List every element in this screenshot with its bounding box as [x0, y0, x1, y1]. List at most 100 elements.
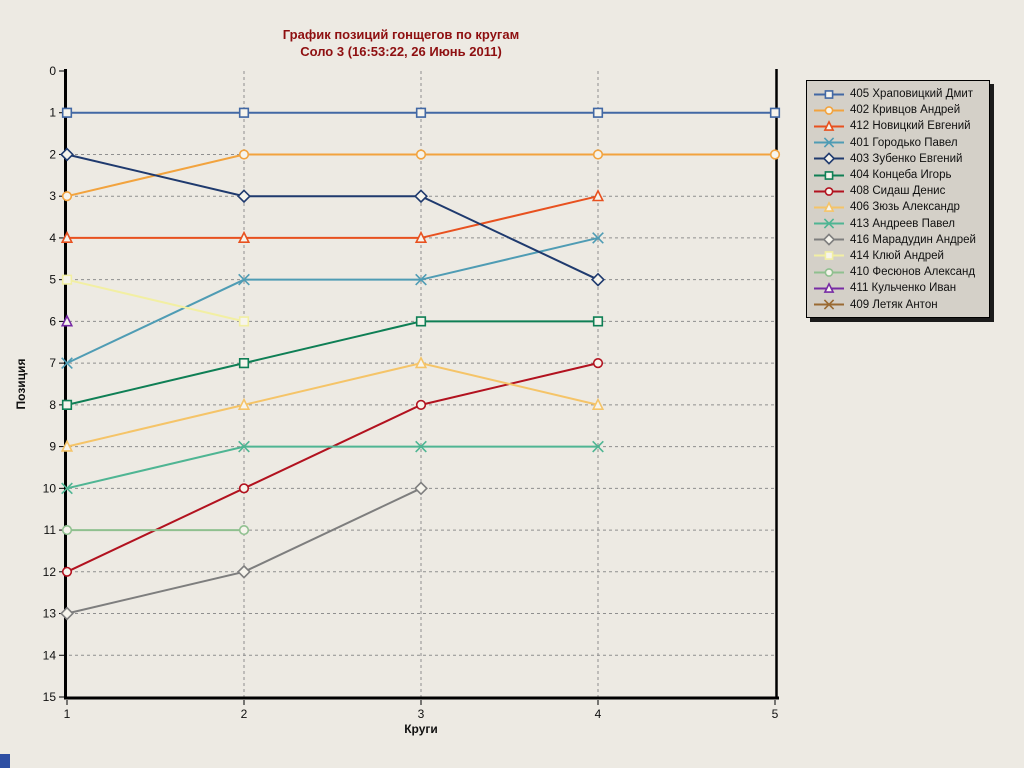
legend-item-label: 403 Зубенко Евгений: [850, 152, 963, 165]
triangle-marker: [60, 230, 74, 244]
circle-marker: [415, 149, 427, 160]
triangle-marker: [823, 201, 835, 212]
circle-marker: [824, 186, 834, 196]
square-marker: [238, 316, 250, 327]
x-marker: [415, 273, 427, 286]
legend-item-label: 406 Зюзь Александр: [850, 201, 960, 214]
circle-marker: [61, 566, 73, 577]
series-line: [66, 445, 598, 490]
triangle-marker: [414, 356, 428, 369]
y-tick-label: 14: [43, 648, 57, 662]
legend-item: 412 Новицкий Евгений: [813, 118, 985, 134]
x-tick-label: 3: [418, 707, 425, 721]
y-tick-label: 11: [44, 523, 57, 537]
square-marker: [415, 107, 427, 118]
y-tick-label: 3: [49, 189, 56, 203]
triangle-marker: [60, 439, 74, 452]
circle-marker: [415, 399, 427, 410]
legend-marker-sample: [814, 201, 844, 212]
series-line: [66, 236, 599, 365]
legend-item-label: 402 Кривцов Андрей: [850, 104, 961, 117]
y-tick-label: 1: [49, 106, 56, 120]
legend-item: 406 Зюзь Александр: [813, 199, 985, 215]
series-line: [66, 320, 598, 406]
x-marker: [823, 137, 835, 148]
y-tick-label: 6: [49, 314, 56, 328]
legend: 405 Храповицкий Дмит 402 Кривцов Андрей …: [806, 80, 990, 318]
circle-marker: [824, 267, 834, 277]
legend-marker-sample: [814, 152, 844, 166]
y-tick-label: 9: [49, 440, 56, 454]
legend-marker-sample: [814, 251, 844, 261]
y-tick-label: 8: [49, 398, 56, 412]
legend-item: 401 Городько Павел: [813, 135, 985, 151]
circle-marker: [238, 483, 250, 494]
diamond-marker: [591, 272, 605, 287]
legend-item-label: 412 Новицкий Евгений: [850, 120, 971, 133]
square-marker: [61, 399, 73, 410]
x-marker: [592, 440, 604, 453]
y-axis-label: Позиция: [14, 359, 28, 410]
diamond-marker: [414, 481, 428, 496]
legend-item: 408 Сидаш Денис: [813, 183, 985, 199]
triangle-marker: [237, 230, 251, 244]
y-tick-label: 2: [49, 147, 56, 161]
square-marker: [824, 89, 834, 99]
x-marker: [238, 440, 250, 453]
circle-marker: [769, 149, 781, 160]
series-line: [66, 153, 599, 281]
x-axis-label: Круги: [404, 722, 438, 736]
legend-item-label: 413 Андреев Павел: [850, 217, 955, 230]
diamond-marker: [822, 152, 836, 166]
legend-item-label: 405 Храповицкий Дмит: [850, 88, 974, 101]
legend-marker-sample: [814, 218, 844, 229]
diamond-marker: [60, 147, 74, 162]
legend-item: 402 Кривцов Андрей: [813, 102, 985, 118]
diamond-marker: [237, 564, 251, 579]
x-tick-label: 2: [241, 707, 248, 721]
y-tick-label: 13: [43, 607, 57, 621]
square-marker: [238, 107, 250, 118]
legend-item: 411 Кульченко Иван: [813, 280, 985, 296]
chart-subtitle: Соло 3 (16:53:22, 26 Июнь 2011): [300, 44, 502, 59]
square-marker: [592, 316, 604, 327]
triangle-marker: [591, 189, 605, 202]
x-marker: [592, 232, 604, 244]
legend-marker-sample: [814, 267, 844, 277]
square-marker: [769, 107, 781, 118]
triangle-marker: [591, 397, 605, 410]
legend-item: 416 Марадудин Андрей: [813, 232, 985, 248]
x-marker: [238, 273, 250, 286]
legend-item: 410 Фесюнов Александ: [813, 264, 985, 280]
legend-marker-sample: [814, 299, 844, 310]
legend-marker-sample: [814, 170, 844, 180]
series-line: [66, 362, 599, 448]
legend-item-label: 416 Марадудин Андрей: [850, 233, 976, 246]
screen-corner-artifact: [0, 754, 10, 768]
circle-marker: [592, 149, 604, 160]
triangle-marker: [823, 281, 835, 293]
x-marker: [61, 482, 73, 495]
series-line: [66, 362, 599, 573]
circle-marker: [592, 358, 604, 369]
circle-marker: [238, 524, 250, 536]
legend-item: 403 Зубенко Евгений: [813, 151, 985, 167]
x-tick-label: 1: [64, 707, 71, 721]
triangle-marker: [414, 230, 428, 244]
square-marker: [61, 274, 73, 285]
square-marker: [824, 170, 834, 180]
circle-marker: [61, 191, 73, 202]
x-marker: [61, 357, 73, 369]
legend-marker-sample: [814, 281, 844, 293]
circle-marker: [238, 149, 250, 160]
diamond-marker: [237, 189, 251, 204]
legend-marker-sample: [814, 105, 844, 115]
legend-item: 413 Андреев Павел: [813, 216, 985, 232]
square-marker: [592, 107, 604, 118]
legend-item-label: 409 Летяк Антон: [850, 298, 938, 311]
legend-marker-sample: [814, 233, 844, 247]
legend-marker-sample: [814, 120, 844, 131]
legend-item: 409 Летяк Антон: [813, 296, 985, 312]
circle-marker: [824, 105, 834, 115]
